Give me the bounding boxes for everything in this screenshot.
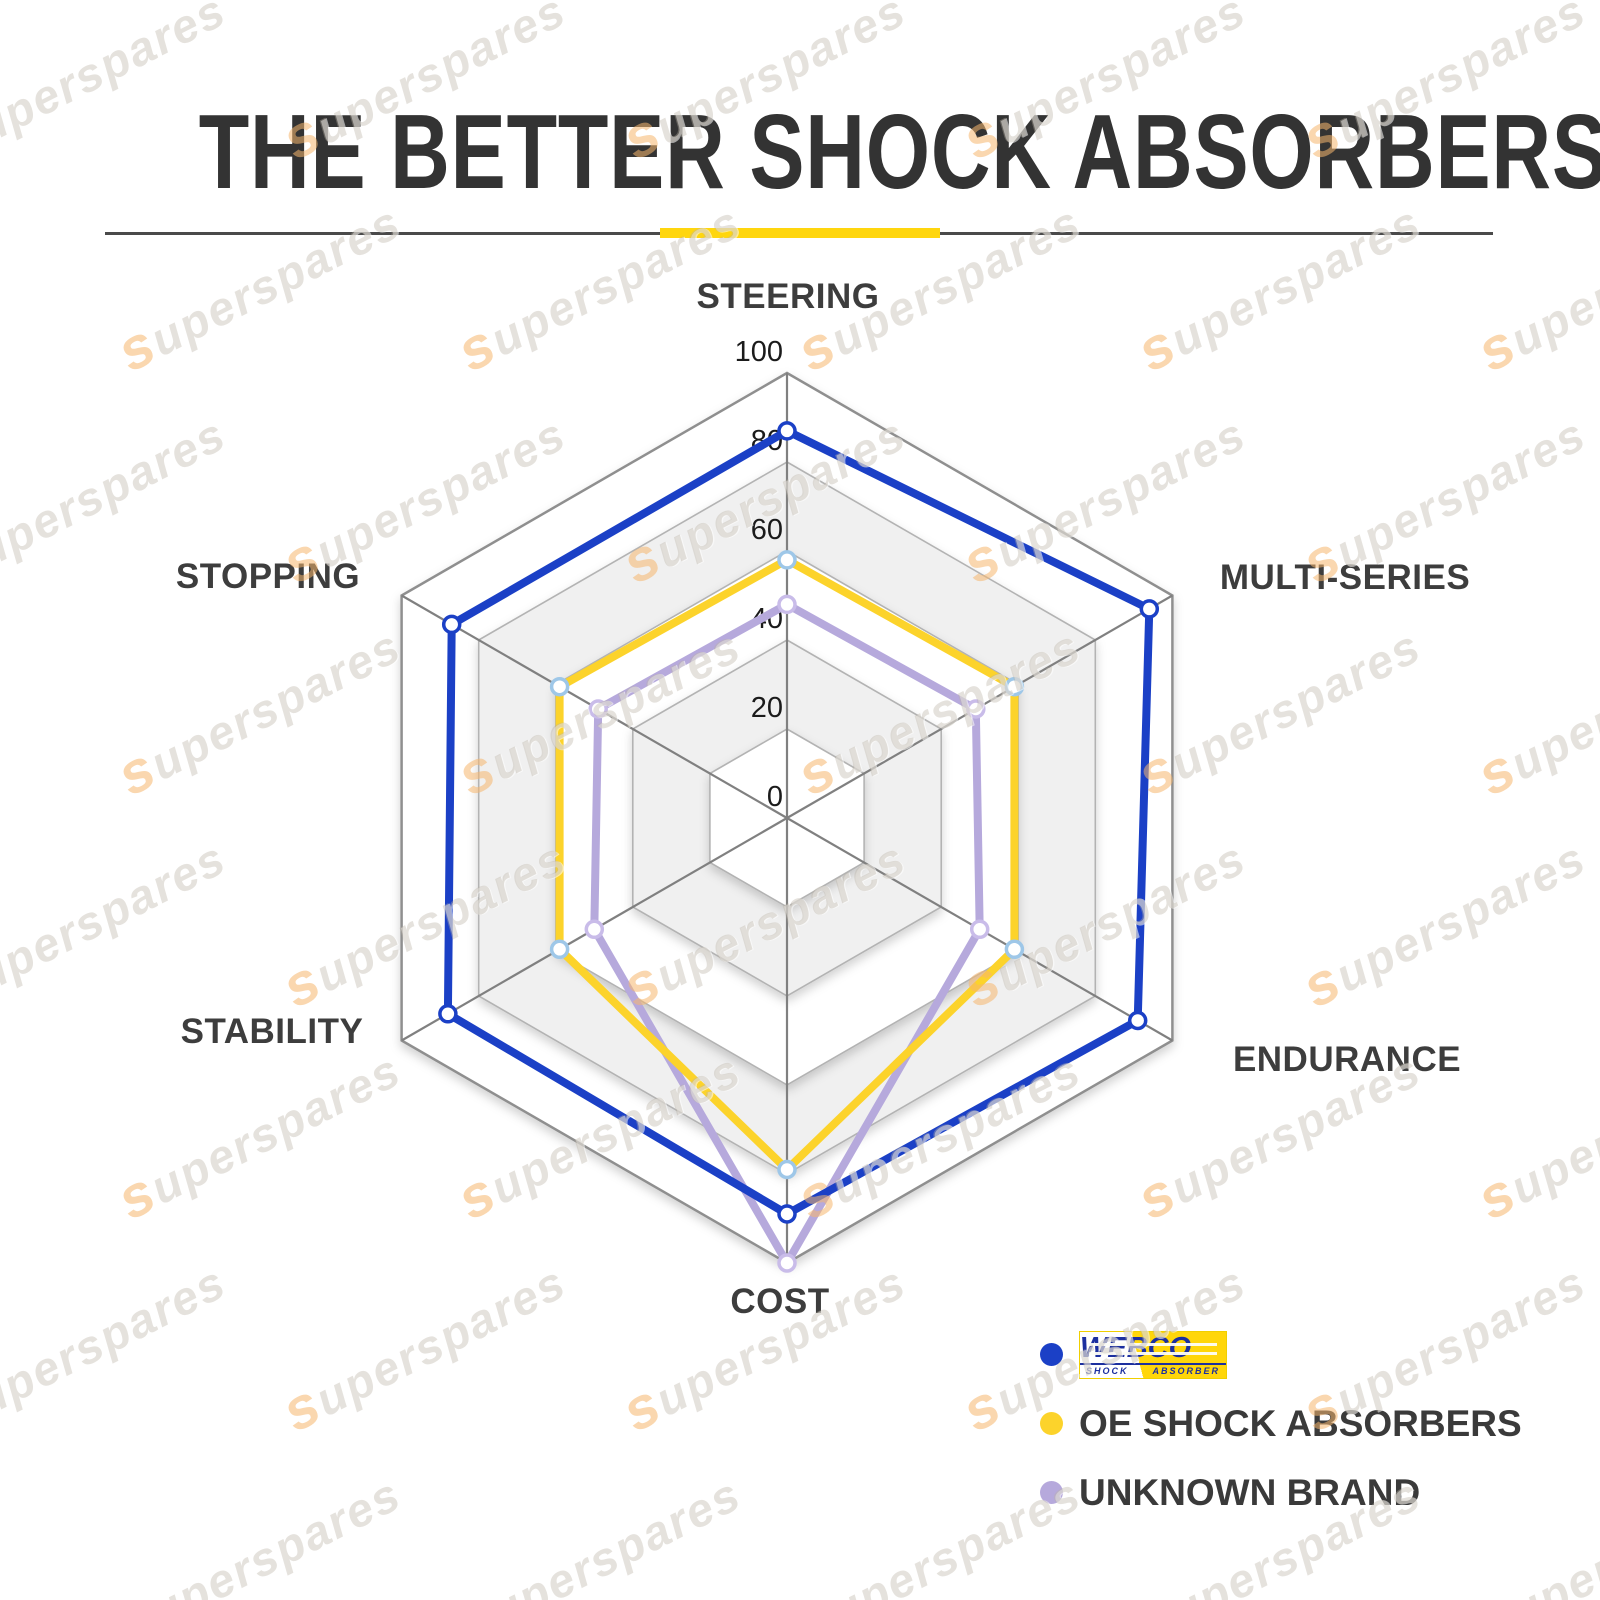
legend-label-unknown: UNKNOWN BRAND bbox=[1079, 1471, 1421, 1513]
axis-label-stopping: STOPPING bbox=[175, 557, 361, 596]
webco-logo-text: WEBCO bbox=[1080, 1331, 1192, 1364]
data-point-webco-1 bbox=[1139, 599, 1160, 619]
webco-logo-sub-left: SHOCK bbox=[1086, 1365, 1129, 1376]
tick-label-60: 60 bbox=[751, 514, 783, 546]
data-point-unknown-0 bbox=[777, 594, 797, 615]
data-point-unknown-5 bbox=[588, 699, 608, 719]
webco-logo: WEBCO SHOCK ABSORBER bbox=[1079, 1330, 1227, 1379]
data-point-oe-0 bbox=[777, 550, 797, 570]
webco-logo-sub-right: ABSORBER bbox=[1152, 1365, 1220, 1376]
axis-label-multi-series: MULTI-SERIES bbox=[1219, 558, 1471, 597]
legend-dot-webco bbox=[1040, 1343, 1063, 1366]
data-point-webco-5 bbox=[441, 614, 462, 635]
legend-item-unknown: UNKNOWN BRAND bbox=[1040, 1458, 1522, 1527]
data-point-unknown-2 bbox=[969, 919, 990, 940]
legend-dot-unknown bbox=[1040, 1481, 1063, 1504]
data-point-unknown-4 bbox=[584, 919, 605, 940]
legend-item-oe: OE SHOCK ABSORBERS bbox=[1040, 1389, 1522, 1458]
webco-logo-stripe bbox=[1088, 1342, 1218, 1346]
webco-logo-stripe bbox=[1088, 1351, 1218, 1355]
webco-logo-subtext: SHOCK ABSORBER bbox=[1080, 1362, 1226, 1376]
axis-label-steering: STEERING bbox=[696, 277, 880, 316]
legend-item-webco: WEBCO SHOCK ABSORBER bbox=[1040, 1320, 1522, 1389]
axis-label-endurance: ENDURANCE bbox=[1232, 1040, 1462, 1079]
axis-label-stability: STABILITY bbox=[180, 1012, 364, 1051]
data-point-oe-4 bbox=[549, 939, 570, 960]
data-point-webco-4 bbox=[438, 1004, 458, 1024]
data-point-unknown-3 bbox=[777, 1253, 797, 1273]
data-point-webco-3 bbox=[777, 1204, 797, 1224]
legend-dot-oe bbox=[1040, 1412, 1063, 1435]
tick-label-0: 0 bbox=[767, 781, 783, 813]
data-point-webco-2 bbox=[1127, 1010, 1148, 1031]
chart-legend: WEBCO SHOCK ABSORBER OE SHOCK ABSORBERS … bbox=[1040, 1320, 1522, 1527]
legend-label-oe: OE SHOCK ABSORBERS bbox=[1079, 1402, 1522, 1444]
data-point-oe-2 bbox=[1004, 939, 1025, 960]
data-point-unknown-1 bbox=[966, 699, 986, 719]
title-divider-accent bbox=[660, 228, 940, 238]
page-title-text: THE BETTER SHOCK ABSORBERS bbox=[198, 93, 1600, 211]
data-point-oe-1 bbox=[1004, 676, 1025, 697]
tick-label-20: 20 bbox=[751, 692, 783, 724]
data-point-webco-0 bbox=[777, 421, 797, 441]
data-point-oe-3 bbox=[777, 1159, 797, 1180]
tick-label-100: 100 bbox=[735, 336, 783, 368]
axis-label-cost: COST bbox=[730, 1282, 830, 1321]
page-title: THE BETTER SHOCK ABSORBERS bbox=[0, 92, 1600, 213]
data-point-oe-5 bbox=[549, 676, 570, 697]
